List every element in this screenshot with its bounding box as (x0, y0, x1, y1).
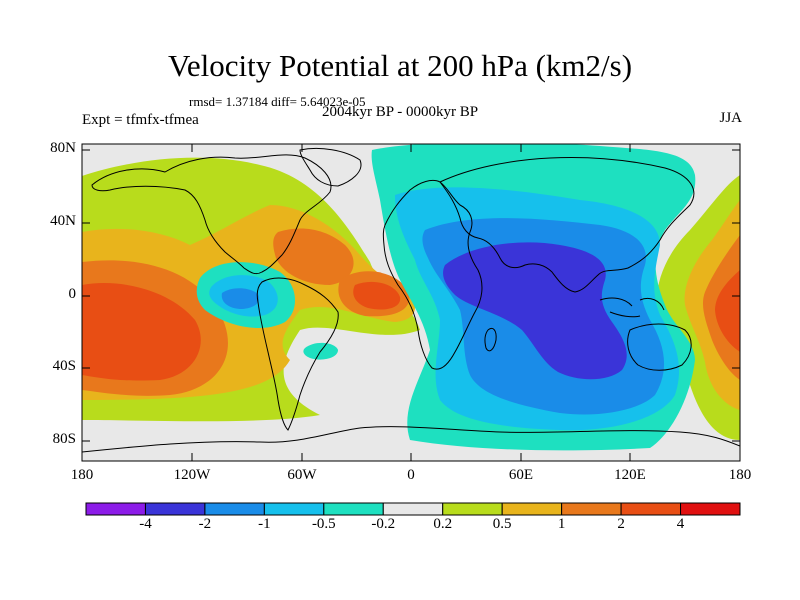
colorbar-swatch (501, 502, 563, 516)
colorbar-label: 0.2 (433, 516, 453, 532)
figure-title: Velocity Potential at 200 hPa (km2/s) (167, 48, 633, 83)
australia-coast (627, 323, 692, 371)
field-pos-max-atlantic (353, 281, 401, 310)
field-neg-high-eastpacific (221, 288, 260, 309)
colorbar-swatch (85, 502, 146, 516)
field-pos-max-westpacific (715, 270, 740, 352)
colorbar-label: 0.5 (492, 516, 512, 532)
colorbar-label: 4 (676, 516, 685, 532)
axis-ticks (81, 144, 741, 461)
colorbar-swatch (144, 502, 206, 516)
x-tick-label: 180 (70, 467, 94, 483)
colorbar-label: -0.2 (371, 516, 396, 532)
y-tick-label: 40S (52, 358, 76, 374)
colorbar-swatch (680, 502, 741, 516)
madagascar-coast (484, 327, 497, 352)
south-america-coast (256, 277, 339, 431)
x-tick-label: 60W (287, 467, 317, 483)
colorbar-swatch (323, 502, 384, 516)
colorbar-label: -1 (258, 516, 271, 532)
x-tick-label: 120E (614, 467, 646, 483)
x-tick-label: 60E (508, 467, 534, 483)
colorbar-label: -0.5 (311, 516, 336, 532)
y-tick-label: 40N (50, 213, 76, 229)
coastlines (82, 147, 740, 453)
colorbar-label: -2 (198, 516, 212, 532)
greenland-coast (299, 147, 362, 187)
x-tick-label: 180 (728, 467, 752, 483)
colorbar-label: -4 (139, 516, 152, 532)
stats-line: rmsd= 1.37184 diff= 5.64023e-05 (189, 94, 366, 109)
asia-coast (439, 156, 695, 293)
velocity-potential-field (82, 144, 740, 461)
period-label: 2004kyr BP - 0000kyr BP (322, 104, 479, 120)
y-tick-label: 80S (52, 431, 76, 447)
colorbar-label: 2 (617, 516, 625, 532)
y-tick-label: 80N (50, 140, 76, 156)
antarctica-coast (82, 426, 740, 453)
colorbar-swatch (561, 502, 622, 516)
colorbar-swatch (442, 502, 503, 516)
experiment-label: Expt = tfmfx-tfmea (82, 112, 199, 128)
field-pos-high-caribbean (273, 228, 354, 285)
x-tick-label: 120W (173, 467, 211, 483)
colorbar-swatch (620, 502, 682, 516)
colorbar-swatch (204, 502, 265, 516)
field-neg-max-eastern (443, 242, 627, 380)
colorbar-swatch (263, 502, 325, 516)
field-pos-max-pacific (82, 283, 201, 381)
maritime-continent-coast (599, 297, 665, 318)
colorbar-swatch (382, 502, 444, 516)
y-tick-label: 0 (68, 286, 77, 302)
north-america-coast (91, 154, 332, 275)
x-tick-label: 0 (407, 467, 415, 483)
colorbar-label: 1 (557, 516, 566, 532)
colorbar (85, 502, 741, 516)
season-label: JJA (719, 110, 742, 126)
